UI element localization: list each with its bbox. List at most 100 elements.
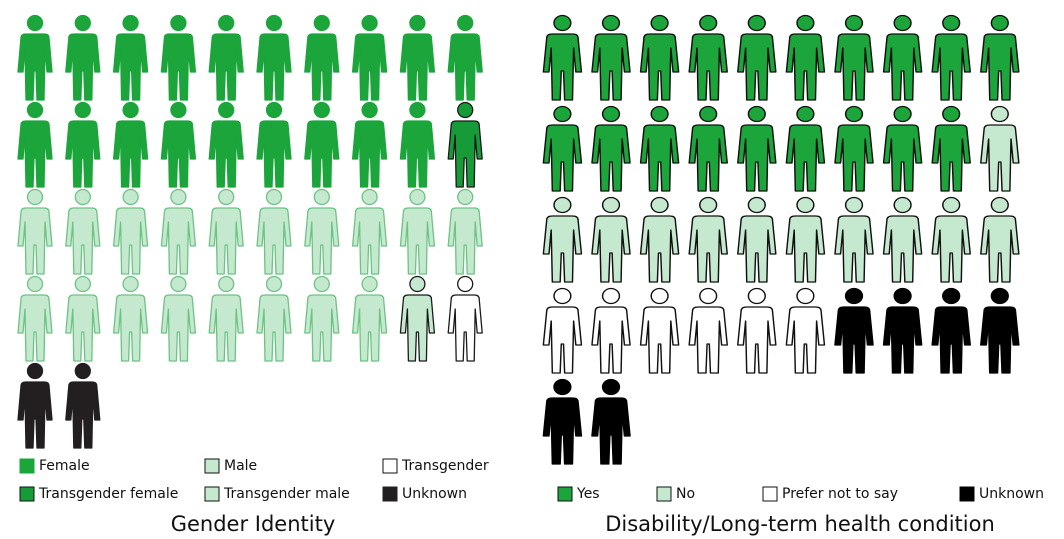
person-icon bbox=[639, 287, 680, 374]
body bbox=[688, 215, 728, 283]
head bbox=[844, 196, 864, 214]
head bbox=[361, 188, 378, 206]
person-icon bbox=[256, 275, 292, 362]
person-icon bbox=[737, 196, 777, 283]
person-icon bbox=[256, 188, 292, 275]
person-icon bbox=[447, 14, 483, 101]
body bbox=[591, 397, 631, 465]
legend-swatch bbox=[959, 486, 975, 502]
body bbox=[399, 294, 436, 362]
head bbox=[699, 287, 718, 305]
person-icon bbox=[688, 287, 728, 374]
person-icon bbox=[737, 105, 777, 192]
body bbox=[160, 207, 197, 275]
head bbox=[601, 14, 621, 32]
head bbox=[122, 275, 139, 293]
body bbox=[785, 124, 826, 192]
person-icon bbox=[160, 101, 197, 188]
person-icon bbox=[542, 378, 583, 465]
body bbox=[688, 306, 728, 374]
body bbox=[785, 306, 826, 374]
legend-swatch bbox=[557, 486, 573, 502]
head bbox=[457, 275, 474, 293]
body bbox=[17, 294, 53, 362]
head bbox=[990, 105, 1009, 123]
head bbox=[893, 287, 912, 305]
person-icon bbox=[351, 275, 388, 362]
head bbox=[553, 196, 572, 214]
body bbox=[447, 207, 483, 275]
head bbox=[409, 188, 426, 206]
body bbox=[834, 124, 874, 192]
head bbox=[170, 188, 187, 206]
head bbox=[74, 188, 91, 206]
legend-label: No bbox=[676, 486, 695, 502]
head bbox=[218, 101, 235, 119]
series-icons bbox=[542, 287, 826, 374]
person-icon bbox=[542, 105, 583, 192]
head bbox=[893, 196, 912, 214]
head bbox=[601, 105, 621, 123]
body bbox=[65, 120, 101, 188]
head bbox=[796, 105, 815, 123]
legend-swatch bbox=[19, 458, 35, 474]
head bbox=[796, 196, 815, 214]
head bbox=[265, 101, 283, 119]
head bbox=[796, 14, 815, 32]
body bbox=[931, 33, 971, 101]
head bbox=[218, 14, 235, 32]
person-icon bbox=[785, 105, 826, 192]
person-icon bbox=[785, 14, 826, 101]
head bbox=[313, 14, 330, 32]
person-icon bbox=[931, 196, 971, 283]
body bbox=[112, 120, 149, 188]
body bbox=[688, 124, 728, 192]
body bbox=[737, 124, 777, 192]
head bbox=[893, 14, 912, 32]
head bbox=[699, 196, 718, 214]
body bbox=[591, 306, 631, 374]
pictogram bbox=[17, 14, 483, 449]
head bbox=[990, 287, 1009, 305]
person-icon bbox=[931, 105, 971, 192]
head bbox=[457, 14, 474, 32]
person-icon bbox=[639, 105, 680, 192]
person-icon bbox=[980, 14, 1020, 101]
head bbox=[699, 105, 718, 123]
legend-label: Transgender female bbox=[38, 486, 178, 502]
chart-title: Disability/Long-term health condition bbox=[605, 512, 995, 536]
body bbox=[591, 33, 631, 101]
head bbox=[218, 275, 235, 293]
head bbox=[457, 188, 474, 206]
body bbox=[980, 215, 1020, 283]
body bbox=[112, 294, 149, 362]
head bbox=[650, 105, 669, 123]
body bbox=[112, 33, 149, 101]
body bbox=[980, 124, 1020, 192]
person-icon bbox=[591, 378, 631, 465]
person-icon bbox=[17, 14, 53, 101]
body bbox=[931, 306, 971, 374]
head bbox=[747, 14, 766, 32]
body bbox=[447, 33, 483, 101]
series-icons bbox=[447, 101, 483, 188]
person-icon bbox=[208, 188, 244, 275]
person-icon bbox=[882, 287, 923, 374]
head bbox=[313, 188, 330, 206]
head bbox=[942, 287, 961, 305]
head bbox=[170, 275, 187, 293]
person-icon bbox=[882, 14, 923, 101]
person-icon bbox=[591, 14, 631, 101]
head bbox=[747, 196, 766, 214]
person-icon bbox=[160, 275, 197, 362]
body bbox=[256, 294, 292, 362]
pictogram bbox=[542, 14, 1020, 465]
body bbox=[882, 306, 923, 374]
person-icon bbox=[834, 105, 874, 192]
series-icons bbox=[399, 275, 436, 362]
head bbox=[796, 287, 815, 305]
body bbox=[208, 120, 244, 188]
body bbox=[639, 33, 680, 101]
head bbox=[990, 196, 1009, 214]
